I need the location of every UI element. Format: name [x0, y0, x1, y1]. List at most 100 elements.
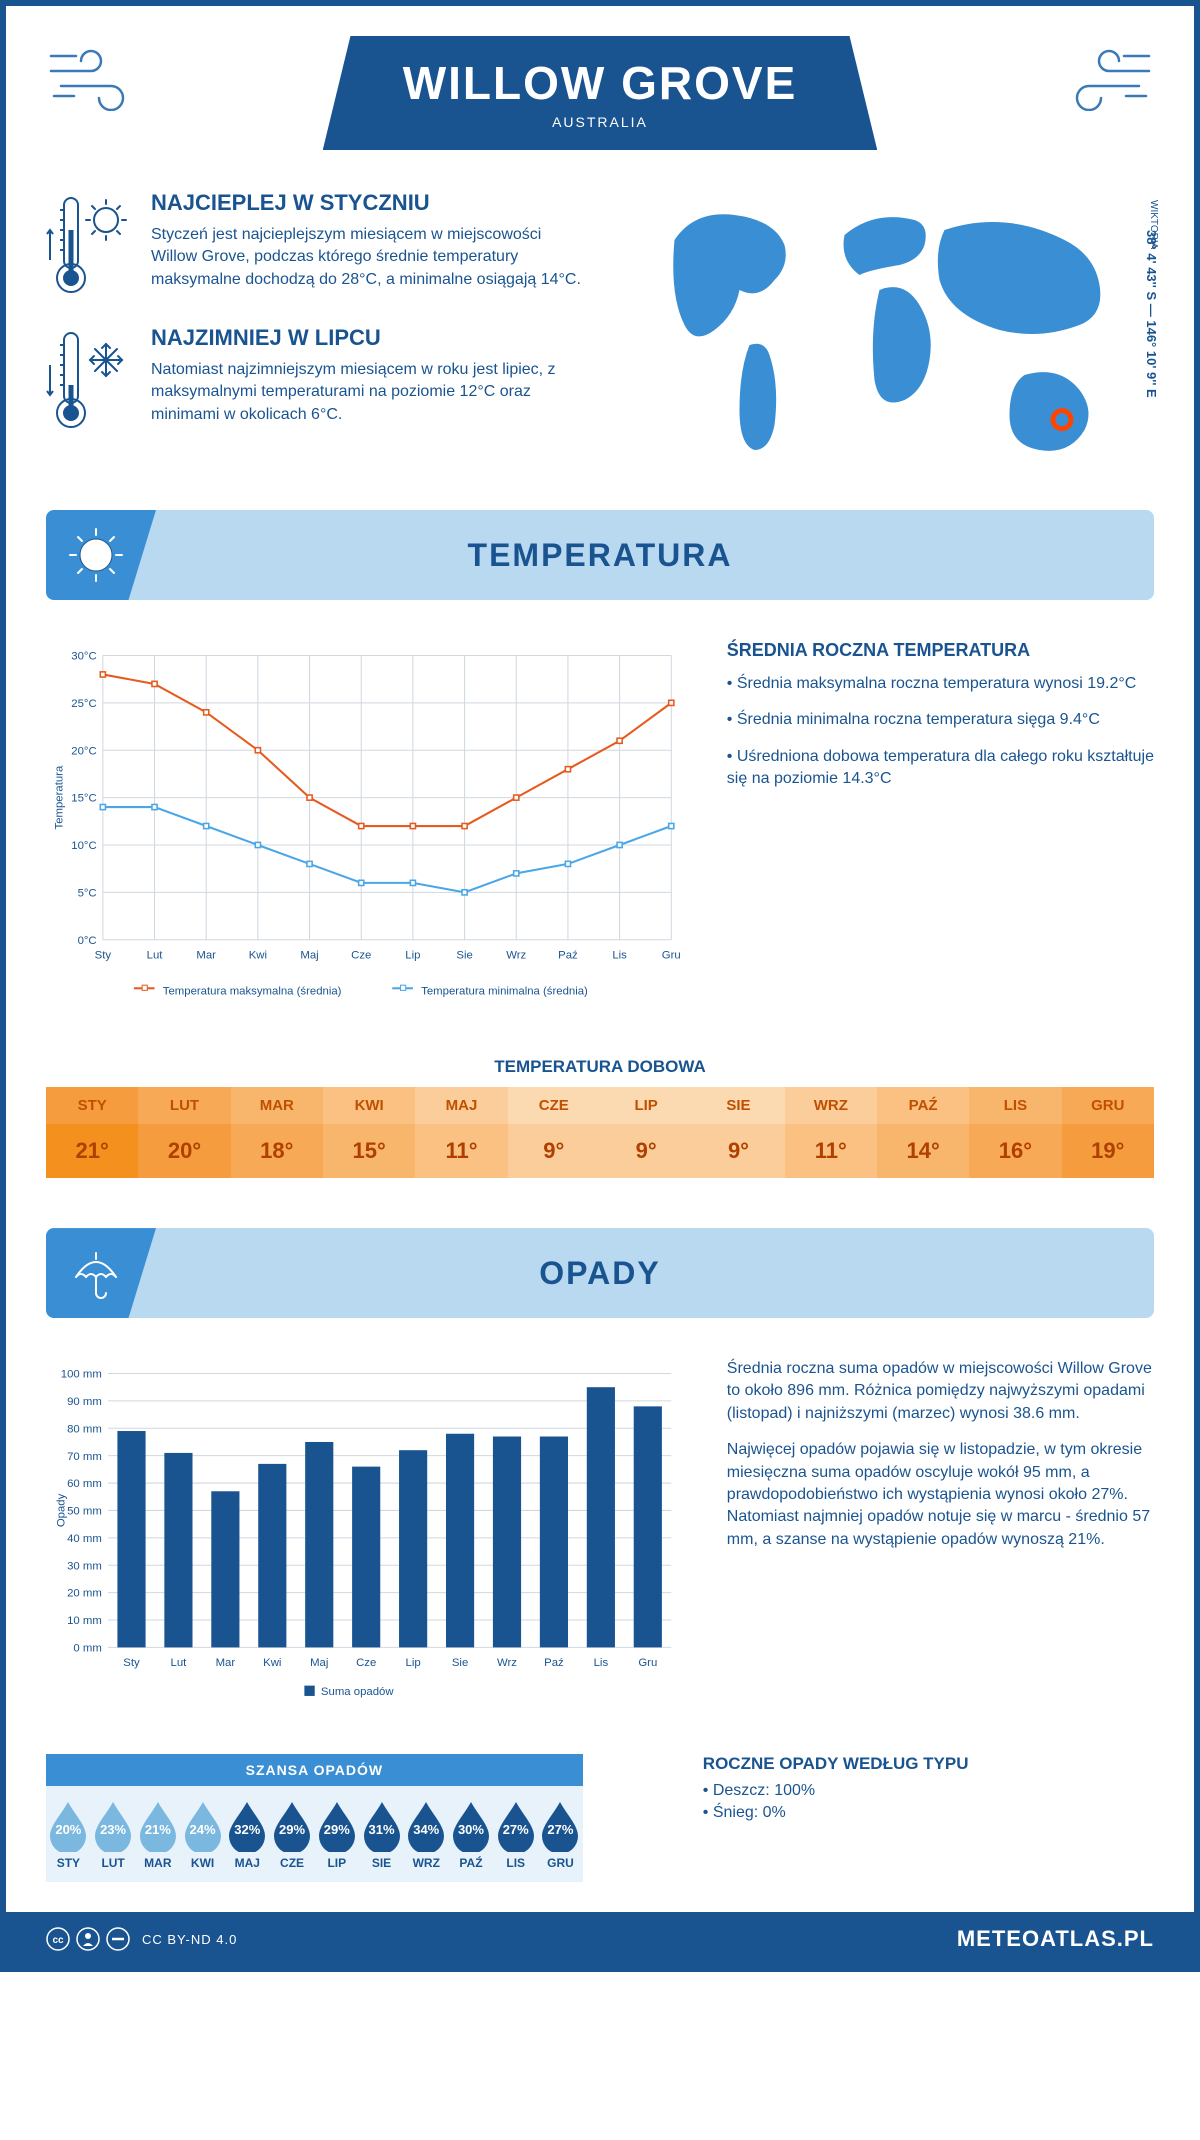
svg-text:100 mm: 100 mm — [61, 1369, 102, 1381]
svg-text:Gru: Gru — [638, 1657, 657, 1669]
rain-types: ROCZNE OPADY WEDŁUG TYPU • Deszcz: 100% … — [703, 1754, 1114, 1862]
svg-text:Paź: Paź — [558, 949, 578, 961]
svg-text:Mar: Mar — [196, 949, 216, 961]
rain-chance-month: LIS — [493, 1856, 538, 1870]
svg-text:90 mm: 90 mm — [67, 1396, 102, 1408]
rain-chance-value: 21% — [145, 1822, 171, 1837]
svg-text:20 mm: 20 mm — [67, 1588, 102, 1600]
svg-text:Temperatura maksymalna (średni: Temperatura maksymalna (średnia) — [163, 985, 342, 997]
daily-value: 14° — [877, 1124, 969, 1178]
daily-value: 15° — [323, 1124, 415, 1178]
svg-text:10°C: 10°C — [71, 840, 96, 852]
daily-col: LUT 20° — [138, 1087, 230, 1178]
rain-chance-heading: SZANSA OPADÓW — [46, 1754, 583, 1786]
svg-text:Sie: Sie — [456, 949, 472, 961]
location-country: AUSTRALIA — [403, 114, 798, 130]
rain-summary-p2: Najwięcej opadów pojawia się w listopadz… — [727, 1439, 1154, 1551]
svg-text:60 mm: 60 mm — [67, 1478, 102, 1490]
rain-types-p2: • Śnieg: 0% — [703, 1804, 1114, 1822]
svg-text:10 mm: 10 mm — [67, 1615, 102, 1627]
daily-col: MAJ 11° — [415, 1087, 507, 1178]
rain-chance-month: SIE — [359, 1856, 404, 1870]
rain-drop-icon: 21% — [136, 1798, 180, 1852]
rain-chance-table: 20% STY 23% LUT 21% MAR 24% KWI 32% MAJ — [46, 1786, 583, 1882]
rain-chance-value: 27% — [547, 1822, 573, 1837]
rain-chance-value: 24% — [190, 1822, 216, 1837]
precipitation-section-header: OPADY — [46, 1228, 1154, 1318]
rain-summary-p1: Średnia roczna suma opadów w miejscowośc… — [727, 1358, 1154, 1425]
rain-chance-value: 30% — [458, 1822, 484, 1837]
svg-text:0 mm: 0 mm — [73, 1643, 101, 1655]
rain-chance-month: WRZ — [404, 1856, 449, 1870]
daily-col: SIE 9° — [692, 1087, 784, 1178]
temperature-heading: TEMPERATURA — [46, 537, 1154, 574]
daily-col: LIS 16° — [969, 1087, 1061, 1178]
rain-drop-icon: 34% — [404, 1798, 448, 1852]
location-title: WILLOW GROVE — [403, 56, 798, 110]
svg-text:80 mm: 80 mm — [67, 1423, 102, 1435]
temperature-line-chart: 0°C5°C10°C15°C20°C25°C30°CStyLutMarKwiMa… — [46, 640, 687, 1017]
rain-drop-icon: 30% — [449, 1798, 493, 1852]
rain-drop-icon: 20% — [46, 1798, 90, 1852]
rain-chance-item: 20% STY — [46, 1798, 91, 1870]
cc-icons: cc — [46, 1927, 130, 1951]
rain-chance-month: GRU — [538, 1856, 583, 1870]
daily-value: 21° — [46, 1124, 138, 1178]
rain-chance-month: MAR — [135, 1856, 180, 1870]
rain-drop-icon: 23% — [91, 1798, 135, 1852]
rain-chance-value: 23% — [100, 1822, 126, 1837]
svg-text:Paź: Paź — [544, 1657, 564, 1669]
rain-chance-month: LUT — [91, 1856, 136, 1870]
brand-label: METEOATLAS.PL — [957, 1926, 1154, 1952]
svg-text:Kwi: Kwi — [263, 1657, 281, 1669]
rain-chance-item: 34% WRZ — [404, 1798, 449, 1870]
daily-value: 16° — [969, 1124, 1061, 1178]
daily-col: WRZ 11° — [785, 1087, 877, 1178]
rain-chance-item: 32% MAJ — [225, 1798, 270, 1870]
wind-icon — [1064, 41, 1154, 125]
daily-value: 11° — [785, 1124, 877, 1178]
license-text: CC BY-ND 4.0 — [142, 1932, 237, 1947]
svg-text:cc: cc — [52, 1935, 64, 1946]
cold-text: Natomiast najzimniejszym miesiącem w rok… — [151, 359, 585, 426]
daily-month: STY — [46, 1087, 138, 1124]
svg-text:Lis: Lis — [612, 949, 627, 961]
daily-month: MAJ — [415, 1087, 507, 1124]
rain-drop-icon: 31% — [360, 1798, 404, 1852]
daily-month: KWI — [323, 1087, 415, 1124]
svg-text:Temperatura: Temperatura — [54, 765, 66, 829]
rain-chance-item: 29% CZE — [270, 1798, 315, 1870]
daily-value: 18° — [231, 1124, 323, 1178]
daily-month: LUT — [138, 1087, 230, 1124]
daily-col: KWI 15° — [323, 1087, 415, 1178]
svg-text:0°C: 0°C — [78, 935, 97, 947]
rain-chance-value: 29% — [279, 1822, 305, 1837]
rain-chance-item: 30% PAŹ — [449, 1798, 494, 1870]
daily-temp-table: STY 21° LUT 20° MAR 18° KWI 15° MAJ 11° … — [46, 1087, 1154, 1178]
svg-text:Kwi: Kwi — [249, 949, 267, 961]
daily-col: LIP 9° — [600, 1087, 692, 1178]
daily-value: 9° — [600, 1124, 692, 1178]
rain-drop-icon: 24% — [181, 1798, 225, 1852]
daily-value: 9° — [692, 1124, 784, 1178]
cold-title: NAJZIMNIEJ W LIPCU — [151, 325, 585, 351]
header: WILLOW GROVE AUSTRALIA — [6, 6, 1194, 170]
svg-text:Lip: Lip — [405, 949, 420, 961]
rain-types-p1: • Deszcz: 100% — [703, 1782, 1114, 1800]
svg-text:Maj: Maj — [310, 1657, 328, 1669]
daily-col: STY 21° — [46, 1087, 138, 1178]
rain-chance-item: 27% LIS — [493, 1798, 538, 1870]
daily-month: LIP — [600, 1087, 692, 1124]
rain-types-heading: ROCZNE OPADY WEDŁUG TYPU — [703, 1754, 1114, 1774]
svg-text:Temperatura minimalna (średnia: Temperatura minimalna (średnia) — [421, 985, 588, 997]
temperature-summary: ŚREDNIA ROCZNA TEMPERATURA • Średnia mak… — [727, 640, 1154, 1017]
wind-icon — [46, 41, 136, 125]
warm-text: Styczeń jest najcieplejszym miesiącem w … — [151, 224, 585, 291]
precipitation-bar-chart: 0 mm10 mm20 mm30 mm40 mm50 mm60 mm70 mm8… — [46, 1358, 687, 1714]
rain-chance-month: CZE — [270, 1856, 315, 1870]
svg-text:Gru: Gru — [662, 949, 681, 961]
daily-month: CZE — [508, 1087, 600, 1124]
svg-text:Maj: Maj — [300, 949, 318, 961]
svg-text:70 mm: 70 mm — [67, 1451, 102, 1463]
daily-month: SIE — [692, 1087, 784, 1124]
